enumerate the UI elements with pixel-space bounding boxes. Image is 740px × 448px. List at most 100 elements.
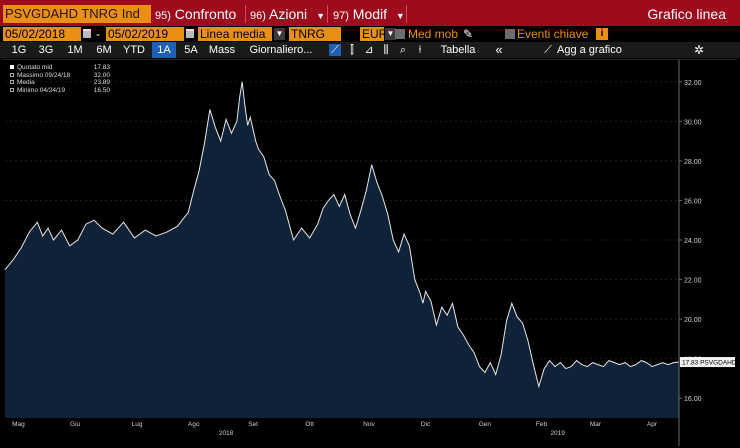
date-to-field[interactable]: 05/02/2019 (106, 27, 184, 41)
azioni-button[interactable]: 96) Azioni ▼ (250, 5, 325, 23)
menu-divider (406, 5, 407, 23)
key-events-checkbox[interactable] (505, 29, 515, 39)
gear-icon[interactable]: ✲ (693, 43, 705, 57)
legend-label: Massimo 09/24/18 (17, 71, 71, 79)
key-events-label[interactable]: Eventi chiave (517, 27, 589, 41)
x-tick-label: Lug (132, 421, 143, 428)
legend-value: 23.89 (93, 79, 110, 86)
x-tick-label: Feb (536, 421, 548, 428)
moving-average-label[interactable]: Med mob (408, 27, 459, 41)
chevron-down-icon: ▼ (316, 11, 325, 21)
period-5a[interactable]: 5A (184, 44, 198, 56)
legend-row: Quotato mid 17.83 (10, 64, 110, 72)
period-3g[interactable]: 3G (38, 44, 54, 56)
menu-divider (327, 5, 328, 23)
chevron-down-icon: ▼ (395, 11, 405, 21)
azioni-number: 96) (250, 10, 266, 22)
x-tick-label: Ago (188, 421, 200, 428)
price-line (4, 81, 680, 389)
price-chart[interactable]: 16.0018.0020.0022.0024.0026.0028.0030.00… (3, 59, 737, 446)
x-tick-label: Mag (12, 421, 25, 428)
bar-chart-icon[interactable]: ⫿ (350, 44, 354, 56)
legend-swatch (10, 65, 14, 69)
modif-label: Modif (352, 6, 388, 22)
y-axis-ticks: 16.0018.0020.0022.0024.0026.0028.0030.00… (679, 80, 702, 403)
last-price-label: 17.83 PSVGDAHD (682, 360, 737, 367)
x-axis-ticks: Mag Giu Lug Ago Set Ott Nov Dic Gen Feb Mar Apr 2018… (12, 421, 658, 437)
candle-chart-icon[interactable]: ⫼ (383, 44, 389, 56)
line-type-select[interactable]: Linea media (198, 27, 272, 41)
chevron-down-icon[interactable]: ▼ (385, 28, 396, 40)
last-price-box (680, 357, 735, 368)
y-tick-label: 22.00 (684, 278, 702, 285)
frequency-select[interactable]: Giornaliero... (249, 44, 313, 56)
x-tick-label: Giu (70, 421, 81, 428)
legend-value: 32.00 (93, 71, 110, 79)
date-separator: - (96, 27, 100, 41)
area-chart-icon[interactable]: ⊿ (364, 44, 374, 56)
legend-swatch (10, 87, 14, 92)
chart-legend: Quotato mid 17.83 Massimo 09/24/18 32.00… (10, 64, 110, 94)
collapse-icon[interactable]: « (495, 42, 503, 57)
top-toolbar: PSVGDAHD TNRG Ind 95) Confronto 96) Azio… (0, 0, 740, 26)
x-year-label: 2019 (550, 430, 565, 437)
legend-row: Minimo 04/24/19 16.50 (10, 87, 110, 95)
period-1m[interactable]: 1M (67, 44, 83, 56)
legend-value: 16.50 (93, 86, 110, 94)
line-chart-icon[interactable]: ⟋ (329, 44, 341, 56)
chart-line-icon: ⟋ (544, 44, 552, 56)
azioni-label: Azioni (269, 6, 308, 22)
annotate-icon[interactable]: ⍿ (418, 44, 422, 56)
moving-average-checkbox[interactable] (395, 29, 405, 39)
x-tick-label: Apr (647, 421, 658, 428)
currency-select[interactable]: EUR (360, 27, 384, 41)
period-ytd[interactable]: YTD (123, 44, 145, 56)
x-tick-label: Dic (421, 421, 431, 428)
last-price-tag: 17.83 PSVGDAHD (680, 357, 737, 368)
confronto-number: 95) (155, 10, 171, 22)
x-tick-label: Set (248, 421, 258, 428)
y-tick-label: 32.00 (684, 80, 702, 87)
x-tick-label: Ott (305, 421, 314, 428)
options-toolbar: 05/02/2018 - 05/02/2019 Linea media ▼ TN… (0, 26, 740, 42)
x-tick-label: Nov (363, 421, 375, 428)
ticker-field[interactable]: PSVGDAHD TNRG Ind (3, 5, 151, 23)
chart-canvas: 16.0018.0020.0022.0024.0026.0028.0030.00… (4, 60, 737, 446)
y-tick-label: 26.00 (684, 198, 702, 205)
period-toolbar: 1G 3G 1M 6M YTD 1A 5A Mass Giornaliero..… (0, 42, 740, 58)
y-tick-label: 16.00 (684, 396, 702, 403)
modif-number: 97) (333, 10, 349, 22)
y-tick-label: 20.00 (684, 317, 702, 324)
x-tick-label: Mar (590, 421, 602, 428)
period-mass[interactable]: Mass (208, 44, 236, 56)
calendar-icon[interactable] (83, 29, 91, 38)
pencil-icon[interactable]: ✎ (463, 27, 474, 41)
page-title: Grafico linea (647, 6, 726, 22)
date-from-field[interactable]: 05/02/2018 (3, 27, 81, 41)
y-tick-label: 28.00 (684, 159, 702, 166)
legend-label: Quotato mid (17, 64, 53, 71)
confronto-button[interactable]: 95) Confronto (155, 5, 236, 23)
chevron-down-icon[interactable]: ▼ (274, 28, 285, 40)
legend-row: Media 23.89 (10, 79, 110, 87)
period-1a[interactable]: 1A (152, 42, 176, 58)
zoom-icon[interactable]: ⌕ (399, 44, 407, 56)
legend-row: Massimo 09/24/18 32.00 (10, 72, 110, 80)
legend-label: Minimo 04/24/19 (17, 86, 66, 94)
x-year-label: 2018 (219, 430, 234, 437)
info-icon[interactable]: i (596, 28, 608, 40)
field-input[interactable]: TNRG (289, 27, 341, 41)
add-to-chart-button[interactable]: Agg a grafico (557, 44, 622, 56)
legend-swatch (10, 72, 14, 77)
price-area (5, 81, 679, 419)
y-tick-label: 30.00 (684, 119, 702, 126)
x-tick-label: Gen (479, 421, 492, 428)
modif-button[interactable]: 97) Modif ▼ (333, 5, 405, 23)
calendar-icon[interactable] (186, 29, 194, 38)
confronto-label: Confronto (174, 6, 237, 22)
period-1g[interactable]: 1G (11, 44, 27, 56)
legend-label: Media (17, 79, 35, 86)
table-button[interactable]: Tabella (440, 44, 476, 56)
legend-value: 17.83 (93, 64, 110, 71)
period-6m[interactable]: 6M (96, 44, 112, 56)
